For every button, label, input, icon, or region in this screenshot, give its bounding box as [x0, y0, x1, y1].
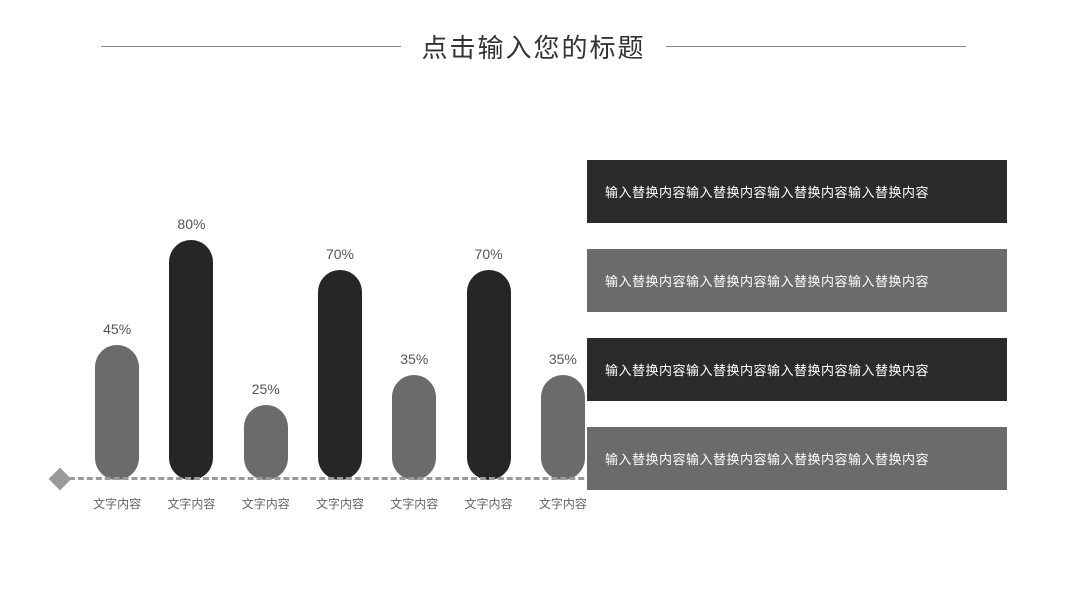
- header-rule-left: [101, 46, 401, 47]
- x-axis-label: 文字内容: [310, 495, 370, 512]
- side-text-box: 输入替换内容输入替换内容输入替换内容输入替换内容: [587, 160, 1007, 223]
- bar: [244, 405, 288, 480]
- bar: [318, 270, 362, 480]
- side-text-box: 输入替换内容输入替换内容输入替换内容输入替换内容: [587, 249, 1007, 312]
- x-axis-label: 文字内容: [236, 495, 296, 512]
- x-axis-label: 文字内容: [161, 495, 221, 512]
- bar: [95, 345, 139, 480]
- bar-wrap: 35%: [533, 351, 593, 480]
- x-axis-label: 文字内容: [533, 495, 593, 512]
- bar-wrap: 70%: [459, 246, 519, 480]
- bar: [392, 375, 436, 480]
- x-axis-label: 文字内容: [87, 495, 147, 512]
- header: 点击输入您的标题: [0, 0, 1067, 65]
- x-axis-label: 文字内容: [459, 495, 519, 512]
- header-rule-right: [666, 46, 966, 47]
- bar-value-label: 25%: [252, 381, 280, 397]
- x-axis-label: 文字内容: [384, 495, 444, 512]
- bar: [467, 270, 511, 480]
- bar-wrap: 80%: [161, 216, 221, 480]
- side-text-box: 输入替换内容输入替换内容输入替换内容输入替换内容: [587, 338, 1007, 401]
- bar: [169, 240, 213, 480]
- bar-value-label: 80%: [177, 216, 205, 232]
- x-axis: [60, 477, 620, 480]
- bar: [541, 375, 585, 480]
- bar-value-label: 35%: [549, 351, 577, 367]
- x-labels: 文字内容文字内容文字内容文字内容文字内容文字内容文字内容: [80, 495, 600, 512]
- bar-value-label: 70%: [475, 246, 503, 262]
- bar-chart: 45%80%25%70%35%70%35% 文字内容文字内容文字内容文字内容文字…: [60, 160, 620, 520]
- side-text-box: 输入替换内容输入替换内容输入替换内容输入替换内容: [587, 427, 1007, 490]
- bar-wrap: 70%: [310, 246, 370, 480]
- bar-wrap: 25%: [236, 381, 296, 480]
- content-area: 45%80%25%70%35%70%35% 文字内容文字内容文字内容文字内容文字…: [0, 160, 1067, 560]
- bar-wrap: 45%: [87, 321, 147, 480]
- bar-wrap: 35%: [384, 351, 444, 480]
- page-title: 点击输入您的标题: [421, 28, 645, 65]
- side-panel: 输入替换内容输入替换内容输入替换内容输入替换内容输入替换内容输入替换内容输入替换…: [587, 160, 1007, 490]
- bar-value-label: 35%: [400, 351, 428, 367]
- bar-value-label: 45%: [103, 321, 131, 337]
- bars-container: 45% 80% 25% 70% 35% 70% 35%: [80, 180, 600, 480]
- bar-value-label: 70%: [326, 246, 354, 262]
